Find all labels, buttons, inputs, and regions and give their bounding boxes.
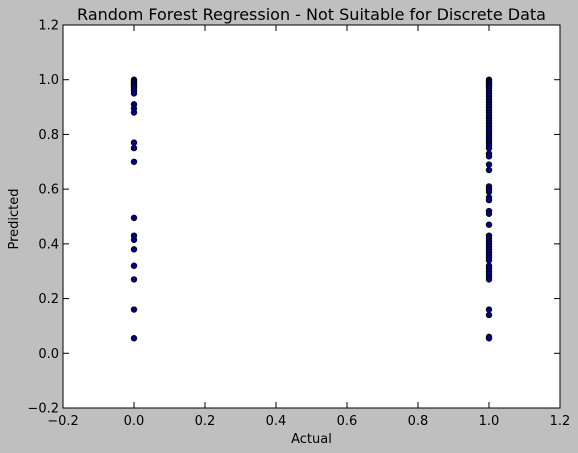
scatter-points xyxy=(130,76,493,342)
x-tick-label: 0.6 xyxy=(337,414,358,429)
scatter-point xyxy=(485,161,493,168)
scatter-point xyxy=(130,335,138,342)
scatter-point xyxy=(485,306,493,313)
scatter-point xyxy=(130,90,138,97)
scatter-point xyxy=(130,144,138,152)
scatter-point xyxy=(130,109,138,116)
scatter-point xyxy=(485,196,493,204)
x-tick-label: 0.4 xyxy=(266,414,287,429)
scatter-point xyxy=(485,276,493,283)
scatter-point xyxy=(485,311,493,319)
scatter-point xyxy=(130,236,138,243)
x-axis-label: Actual xyxy=(291,432,332,447)
scatter-point xyxy=(485,166,493,174)
x-tick-label: 1.0 xyxy=(479,414,500,429)
y-tick-label: 0.8 xyxy=(38,128,59,143)
x-tick-label: 0.2 xyxy=(195,414,216,429)
scatter-point xyxy=(485,210,493,217)
y-axis-label: Predicted xyxy=(7,188,22,249)
axis-ticks: −0.2 0.0 0.2 0.4 0.6 0.8 1.0 1.2 −0.2 0.0 0.2 0.4 0.… xyxy=(27,19,570,430)
y-tick-label: 0.4 xyxy=(38,237,59,252)
scatter-point xyxy=(130,139,138,146)
x-tick-label: 0.8 xyxy=(408,414,429,429)
y-tick-label: 0.0 xyxy=(38,347,59,362)
y-tick-label: 1.2 xyxy=(38,19,59,34)
scatter-point xyxy=(485,257,493,264)
plot-frame xyxy=(62,24,561,409)
y-tick-label: 1.0 xyxy=(38,73,59,88)
y-tick-label: 0.6 xyxy=(38,183,59,198)
y-tick-label: 0.2 xyxy=(38,292,59,307)
scatter-point xyxy=(130,214,138,222)
x-tick-label: −0.2 xyxy=(47,414,79,429)
plot-area xyxy=(63,25,560,408)
y-tick-label: −0.2 xyxy=(27,402,59,417)
x-tick-label: 0.0 xyxy=(124,414,145,429)
scatter-point xyxy=(485,188,493,196)
scatter-point xyxy=(485,221,493,228)
scatter-point xyxy=(130,262,138,269)
scatter-point xyxy=(130,158,138,165)
scatter-point xyxy=(485,335,493,342)
scatter-point xyxy=(130,246,138,253)
x-tick-label: 1.2 xyxy=(550,414,571,429)
scatter-point xyxy=(130,306,138,313)
scatter-point xyxy=(485,153,493,160)
chart-title: Random Forest Regression - Not Suitable … xyxy=(77,5,546,24)
scatter-point xyxy=(485,144,493,152)
scatter-point xyxy=(130,276,138,283)
